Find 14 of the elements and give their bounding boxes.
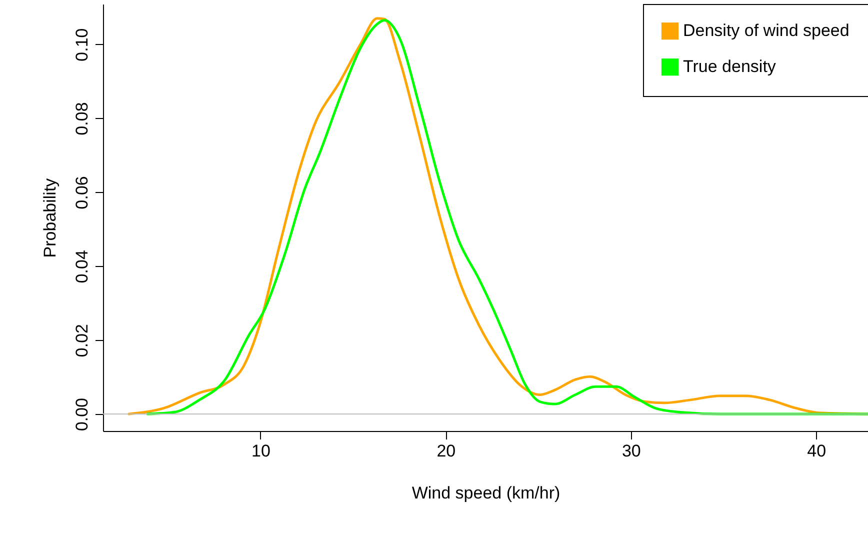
y-tick-label: 0.06 [72,176,92,210]
x-tick-label: 30 [622,442,641,460]
x-axis-title: Wind speed (km/hr) [412,484,560,502]
x-tick-label: 40 [807,442,826,460]
y-axis-title: Probability [40,178,60,258]
legend-label: Density of wind speed [683,21,850,40]
legend-label: True density [683,57,776,76]
x-tick-label: 20 [436,442,456,460]
y-tick-label: 0.00 [72,398,92,432]
y-tick-label: 0.10 [72,28,92,62]
y-tick-label: 0.04 [72,250,92,284]
x-tick-label: 10 [251,442,270,460]
y-tick-label: 0.08 [72,102,92,136]
y-tick-label: 0.02 [72,324,92,358]
